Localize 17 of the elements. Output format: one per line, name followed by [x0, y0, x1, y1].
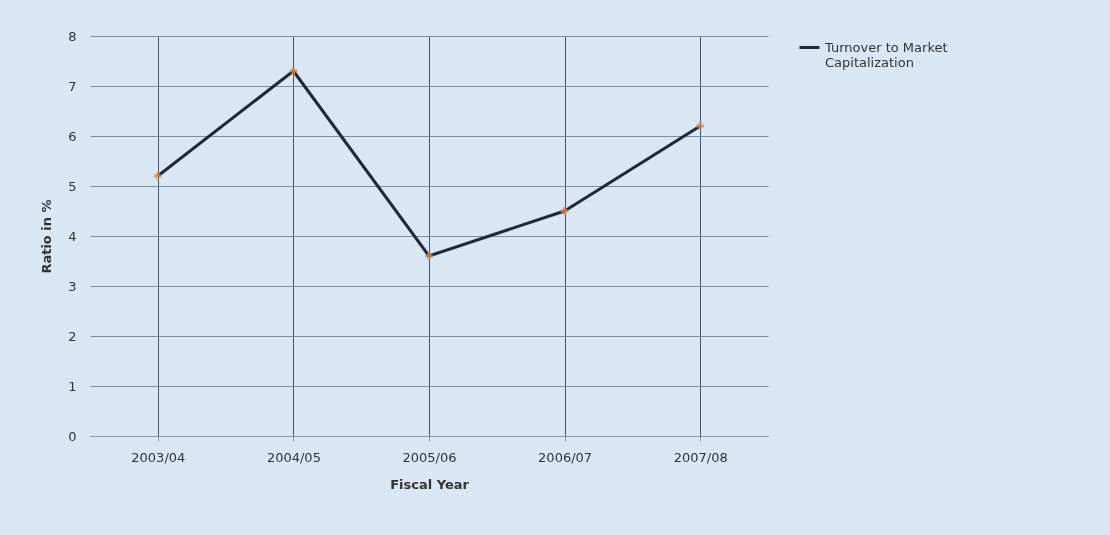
x-tick-label: 2004/05 [266, 449, 321, 465]
y-tick-label: 3 [68, 278, 77, 294]
x-tick-label: 2005/06 [402, 449, 457, 465]
x-tick-label: 2003/04 [131, 449, 186, 465]
y-tick-label: 5 [68, 178, 77, 194]
x-tick-label: 2006/07 [538, 449, 593, 465]
y-axis-title: Ratio in % [39, 199, 55, 274]
x-tick-label: 2007/08 [673, 449, 728, 465]
x-axis-title: Fiscal Year [390, 476, 470, 492]
y-tick-label: 6 [68, 128, 77, 144]
y-tick-label: 7 [68, 78, 77, 94]
y-tick-label: 2 [68, 328, 77, 344]
y-tick-label: 8 [68, 28, 77, 44]
y-tick-label: 4 [68, 228, 77, 244]
legend-label: Turnover to Market Capitalization [824, 39, 948, 70]
y-tick-label: 0 [68, 428, 77, 444]
y-tick-label: 1 [68, 378, 77, 394]
